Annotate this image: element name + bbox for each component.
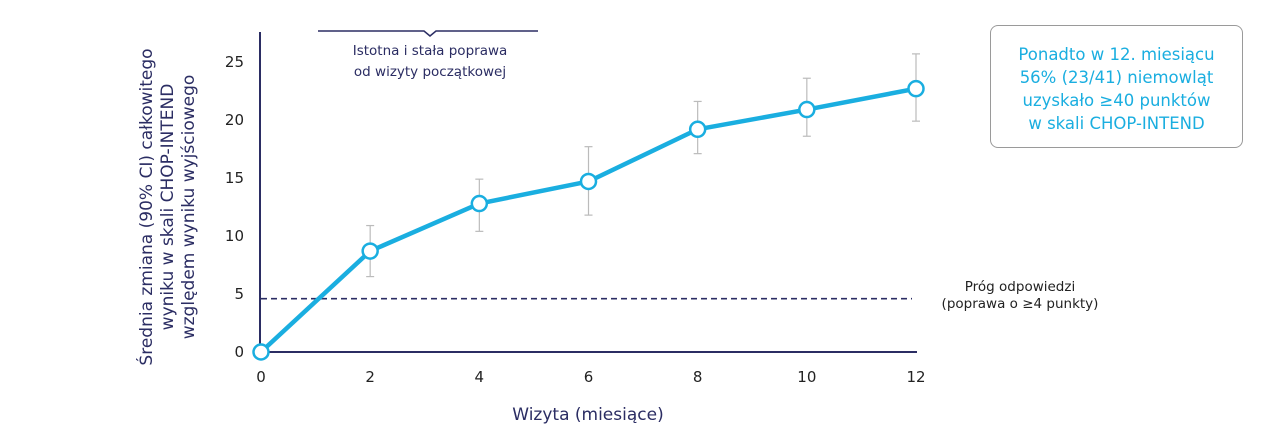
x-tick-label: 12 <box>906 368 925 386</box>
threshold-label: Próg odpowiedzi <box>965 279 1075 295</box>
callout-line: Ponadto w 12. miesiącu <box>1018 45 1215 64</box>
x-axis-label: Wizyta (miesiące) <box>512 405 663 425</box>
data-point <box>470 194 489 213</box>
callout-box: Ponadto w 12. miesiącu 56% (23/41) niemo… <box>990 25 1243 148</box>
callout-line: uzyskało ≥40 punktów <box>1022 91 1211 110</box>
data-point <box>688 120 707 139</box>
x-tick-label: 2 <box>365 368 375 386</box>
callout-line: w skali CHOP-INTEND <box>1028 114 1205 133</box>
data-point <box>252 343 270 361</box>
y-axis-label-line: wyniku w skali CHOP-INTEND <box>158 84 178 331</box>
bracket-label: Istotna i stała poprawa <box>353 43 508 59</box>
x-tick-label: 8 <box>693 368 703 386</box>
y-axis-label: Średnia zmiana (90% CI) całkowitego wyni… <box>135 48 199 365</box>
data-point <box>798 100 816 119</box>
x-tick-label: 4 <box>475 368 485 386</box>
y-tick-label: 5 <box>234 285 244 303</box>
data-point <box>579 172 598 191</box>
bracket <box>318 30 538 37</box>
bracket-label: od wizyty początkowej <box>354 64 506 80</box>
data-point <box>361 242 379 260</box>
x-tick-label: 6 <box>584 368 594 386</box>
callout-line: 56% (23/41) niemowląt <box>1019 68 1214 87</box>
y-tick-label: 25 <box>225 53 244 71</box>
threshold-label: (poprawa o ≥4 punkty) <box>942 296 1099 312</box>
x-tick-label: 10 <box>797 368 816 386</box>
y-tick-label: 10 <box>225 227 244 245</box>
data-point <box>907 79 925 98</box>
y-tick-label: 15 <box>225 169 244 187</box>
y-tick-label: 0 <box>234 343 244 361</box>
y-tick-label: 20 <box>225 111 244 129</box>
x-tick-label: 0 <box>256 368 266 386</box>
y-axis-label-line: Średnia zmiana (90% CI) całkowitego <box>135 48 157 365</box>
y-axis-label-line: względem wyniku wyjściowego <box>179 75 199 340</box>
series-line <box>259 86 917 354</box>
